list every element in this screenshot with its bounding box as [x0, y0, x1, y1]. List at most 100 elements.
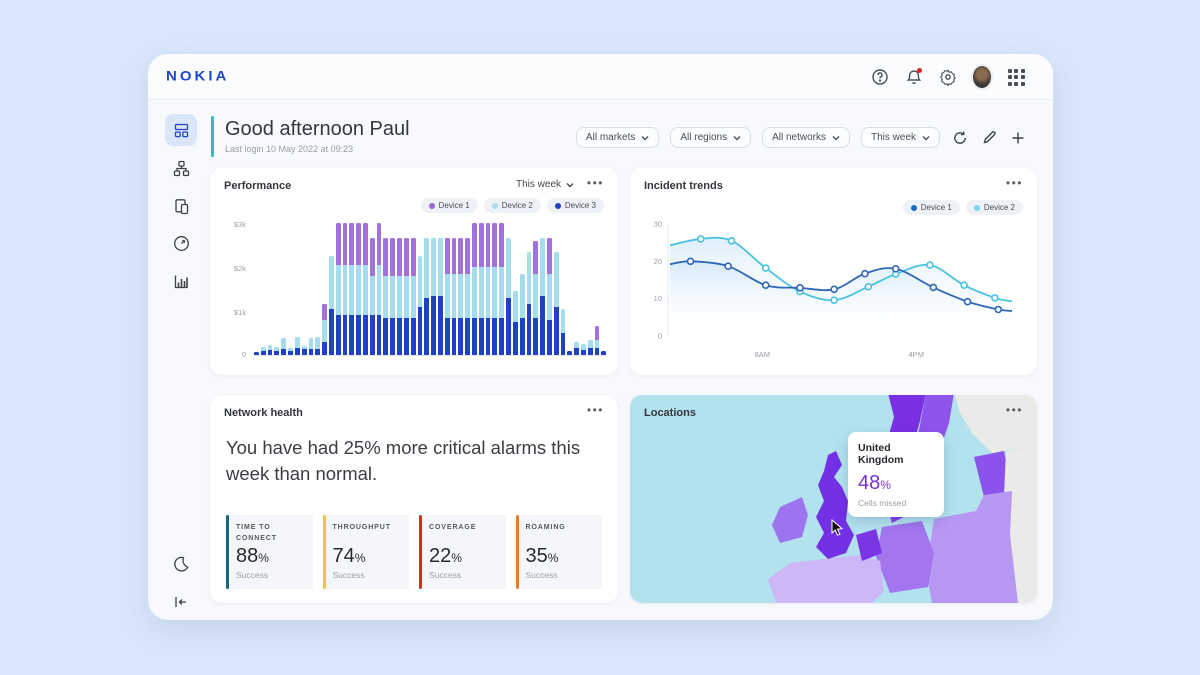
- bar: [315, 337, 321, 355]
- tooltip-caption: Cells missed: [858, 498, 907, 508]
- bar: [492, 223, 498, 355]
- bar: [478, 223, 484, 355]
- bar: [403, 238, 409, 355]
- topbar: NOKIA: [148, 54, 1053, 100]
- performance-period-select[interactable]: This week: [516, 179, 574, 190]
- tooltip-country: United Kingdom: [858, 442, 904, 466]
- bar: [335, 223, 341, 355]
- svg-text:0: 0: [658, 332, 662, 341]
- bar: [560, 308, 566, 355]
- bar: [390, 238, 396, 355]
- bar: [526, 251, 532, 355]
- app-window: NOKIA: [148, 54, 1053, 620]
- bar: [349, 223, 355, 355]
- bar: [506, 238, 511, 355]
- locations-card: Locations ••• United Kingdom 48% Cells m…: [630, 395, 1037, 603]
- svg-text:30: 30: [654, 220, 662, 229]
- performance-card: Performance This week ••• Device 1 Devic…: [210, 168, 618, 375]
- y-tick: 0: [241, 350, 246, 359]
- add-icon[interactable]: [1009, 129, 1027, 147]
- more-menu-icon[interactable]: •••: [1005, 176, 1023, 190]
- help-icon[interactable]: [869, 66, 891, 88]
- bar: [567, 351, 573, 355]
- bar: [533, 240, 539, 355]
- edit-icon[interactable]: [980, 129, 998, 147]
- bar: [397, 238, 402, 355]
- kpi-row: TIME TO CONNECT 88% Success THROUGHPUT 7…: [226, 515, 602, 589]
- bar: [376, 223, 382, 355]
- svg-text:20: 20: [654, 257, 662, 266]
- bar: [553, 251, 559, 355]
- notifications-icon[interactable]: [903, 66, 925, 88]
- bar: [328, 256, 334, 355]
- bar: [512, 291, 518, 355]
- card-title: Network health: [224, 407, 303, 419]
- europe-map[interactable]: [630, 395, 1037, 603]
- card-title: Performance: [224, 180, 292, 192]
- bar: [437, 238, 443, 355]
- bar: [356, 223, 361, 355]
- bar: [301, 346, 307, 355]
- more-menu-icon[interactable]: •••: [586, 403, 604, 417]
- settings-icon[interactable]: [937, 66, 959, 88]
- notification-badge: [917, 68, 922, 73]
- filter-all-markets[interactable]: All markets: [575, 127, 660, 148]
- filter-all-networks[interactable]: All networks: [762, 127, 850, 148]
- svg-text:10: 10: [654, 294, 662, 303]
- bar: [540, 238, 545, 355]
- filter-bar: All markets All regions All networks Thi…: [575, 127, 1027, 148]
- sidebar-item-performance[interactable]: [165, 227, 197, 259]
- bar: [417, 256, 423, 355]
- avatar[interactable]: [971, 64, 993, 90]
- alert-message: You have had 25% more critical alarms th…: [226, 437, 581, 484]
- y-tick: $3k: [233, 220, 246, 229]
- bar: [451, 238, 457, 355]
- region-baltics: [974, 451, 1012, 497]
- stacked-bar-chart: [254, 223, 607, 356]
- card-title: Locations: [644, 407, 696, 419]
- page-title: Good afternoon Paul: [225, 118, 410, 140]
- card-title: Incident trends: [644, 180, 723, 192]
- chevron-down-icon: [733, 135, 741, 140]
- filter-this-week[interactable]: This week: [860, 127, 940, 148]
- bar: [465, 238, 470, 355]
- incident-trends-card: Incident trends ••• Device 1 Device 2 30…: [630, 168, 1037, 375]
- bar: [267, 345, 273, 355]
- legend-item: Device 1: [420, 198, 478, 213]
- bar: [410, 238, 416, 355]
- more-menu-icon[interactable]: •••: [586, 176, 604, 190]
- region-benelux: [856, 529, 882, 561]
- bar: [383, 238, 389, 355]
- bar: [288, 347, 293, 355]
- app-grid-icon[interactable]: [1005, 66, 1027, 88]
- y-tick: $1k: [233, 308, 246, 317]
- legend-item: Device 3: [546, 198, 604, 213]
- greeting-accent-bar: [211, 116, 214, 157]
- region-germany: [876, 521, 934, 593]
- refresh-icon[interactable]: [951, 129, 969, 147]
- kpi-throughput: THROUGHPUT 74% Success: [322, 515, 409, 589]
- sidebar-item-reports[interactable]: [165, 265, 197, 297]
- chevron-down-icon: [641, 135, 649, 140]
- sidebar-item-dashboard[interactable]: [165, 114, 197, 146]
- legend-item: Device 2: [965, 200, 1023, 215]
- sidebar-item-devices[interactable]: [165, 190, 197, 222]
- bar: [342, 223, 348, 355]
- map-tooltip: United Kingdom 48% Cells missed: [848, 432, 944, 517]
- region-united-kingdom: [816, 451, 854, 559]
- dark-mode-icon[interactable]: [165, 548, 197, 580]
- bar: [369, 238, 375, 355]
- line-chart: 30 20 10 0 8AM 4PM: [654, 220, 1013, 359]
- filter-all-regions[interactable]: All regions: [670, 127, 752, 148]
- legend-item: Device 1: [902, 200, 960, 215]
- bar: [274, 347, 280, 355]
- chevron-down-icon: [832, 135, 840, 140]
- sidebar: [148, 100, 204, 620]
- more-menu-icon[interactable]: •••: [1005, 403, 1023, 417]
- incidents-legend: Device 1 Device 2: [902, 200, 1023, 215]
- network-health-card: Network health ••• You have had 25% more…: [210, 395, 618, 603]
- collapse-sidebar-icon[interactable]: [165, 586, 197, 618]
- svg-text:8AM: 8AM: [755, 350, 770, 359]
- sidebar-item-network[interactable]: [165, 152, 197, 184]
- kpi-coverage: COVERAGE 22% Success: [419, 515, 506, 589]
